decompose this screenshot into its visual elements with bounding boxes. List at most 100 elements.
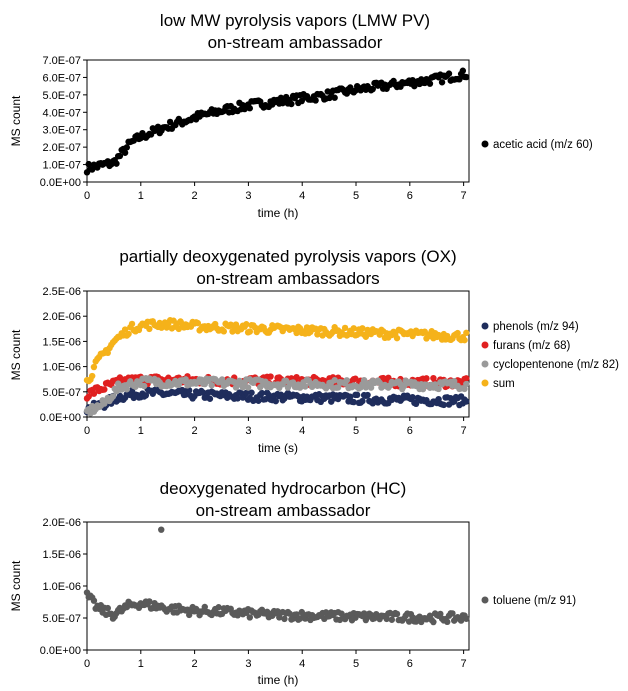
- data-point: [85, 393, 92, 400]
- data-point: [286, 610, 293, 617]
- y-tick-label: 2.0E-06: [42, 311, 81, 323]
- legend-marker: [481, 596, 489, 604]
- data-point: [423, 375, 430, 382]
- data-point: [303, 324, 311, 331]
- data-point: [393, 334, 401, 342]
- x-axis-label: time (s): [258, 441, 298, 455]
- x-tick-label: 3: [245, 658, 251, 670]
- data-point: [435, 385, 442, 393]
- data-point: [445, 70, 453, 77]
- data-point: [220, 328, 228, 335]
- data-point: [146, 598, 153, 605]
- data-point: [463, 615, 470, 622]
- y-tick-label: 7.0E-07: [42, 55, 81, 67]
- legend-label: phenols (m/z 94): [493, 321, 579, 333]
- data-point: [352, 375, 359, 382]
- data-point: [267, 373, 274, 380]
- data-point: [426, 80, 434, 87]
- y-tick-label: 5.0E-07: [42, 90, 81, 102]
- data-point: [208, 381, 215, 389]
- x-tick-label: 5: [353, 425, 359, 437]
- data-point: [243, 321, 250, 328]
- data-point: [194, 319, 202, 327]
- data-point: [454, 329, 461, 337]
- data-point: [334, 384, 342, 391]
- data-point: [258, 389, 266, 397]
- legend-label: sum: [493, 378, 515, 390]
- legend-label: furans (m/z 68): [493, 340, 570, 352]
- data-point: [262, 395, 269, 403]
- x-tick-label: 7: [461, 190, 467, 202]
- data-point: [113, 388, 120, 395]
- x-tick-label: 2: [192, 190, 198, 202]
- x-tick-label: 6: [407, 190, 413, 202]
- x-tick-label: 3: [245, 425, 251, 437]
- chart-subtitle: on-stream ambassador: [196, 501, 371, 520]
- x-tick-label: 7: [461, 658, 467, 670]
- x-tick-label: 1: [138, 658, 144, 670]
- plot-area: [86, 521, 470, 651]
- data-point: [364, 391, 371, 399]
- data-point: [331, 94, 338, 101]
- data-point: [175, 325, 182, 333]
- data-point: [293, 611, 300, 618]
- data-point: [234, 395, 241, 402]
- y-tick-label: 2.0E-07: [42, 142, 81, 154]
- data-point: [463, 398, 470, 405]
- data-point: [123, 386, 131, 393]
- data-point: [116, 152, 124, 160]
- data-point: [246, 328, 254, 335]
- x-axis-label: time (h): [258, 673, 299, 687]
- x-tick-label: 4: [299, 190, 305, 202]
- data-point: [463, 73, 470, 81]
- data-point: [457, 617, 465, 624]
- data-point: [449, 610, 456, 617]
- x-tick-label: 2: [192, 658, 198, 670]
- data-point: [388, 616, 396, 623]
- data-point: [255, 397, 262, 404]
- data-point: [272, 397, 279, 405]
- data-point: [85, 160, 92, 168]
- legend-marker: [481, 379, 489, 387]
- y-axis-label: MS count: [9, 329, 23, 380]
- chart-title: deoxygenated hydrocarbon (HC): [160, 479, 407, 498]
- y-tick-label: 1.0E-07: [42, 160, 81, 172]
- x-tick-label: 1: [138, 190, 144, 202]
- data-point: [201, 603, 208, 611]
- chart-subtitle: on-stream ambassadors: [196, 269, 379, 288]
- chart-title: partially deoxygenated pyrolysis vapors …: [119, 247, 456, 266]
- data-point: [312, 97, 319, 104]
- data-point: [353, 391, 361, 399]
- data-point: [314, 331, 321, 338]
- data-point: [215, 604, 222, 611]
- data-point: [90, 597, 98, 604]
- data-point: [369, 85, 376, 93]
- y-axis-label: MS count: [9, 95, 23, 146]
- data-point: [456, 76, 463, 83]
- data-point: [244, 384, 252, 391]
- x-tick-label: 4: [299, 658, 305, 670]
- data-point: [101, 386, 108, 393]
- data-point: [359, 397, 366, 405]
- data-point: [343, 377, 350, 384]
- data-point: [463, 329, 470, 337]
- data-point: [359, 325, 366, 332]
- legend-label: cyclopentenone (m/z 82): [493, 359, 619, 371]
- data-point: [281, 615, 288, 623]
- plot-area: [86, 59, 470, 183]
- data-point: [104, 604, 111, 612]
- legend: phenols (m/z 94) furans (m/z 68) cyclope…: [481, 321, 619, 390]
- x-tick-label: 1: [138, 425, 144, 437]
- plot-area: [86, 290, 470, 418]
- y-tick-label: 3.0E-07: [42, 125, 81, 137]
- legend-marker: [481, 322, 489, 330]
- data-point: [293, 373, 300, 381]
- x-ticks: 0 1 2 3 4 5 6 7: [84, 182, 467, 202]
- data-point: [350, 325, 357, 332]
- data-point: [246, 614, 254, 621]
- data-point: [90, 363, 98, 371]
- x-tick-label: 2: [192, 425, 198, 437]
- legend-label: toluene (m/z 91): [493, 595, 576, 607]
- data-point: [89, 372, 96, 380]
